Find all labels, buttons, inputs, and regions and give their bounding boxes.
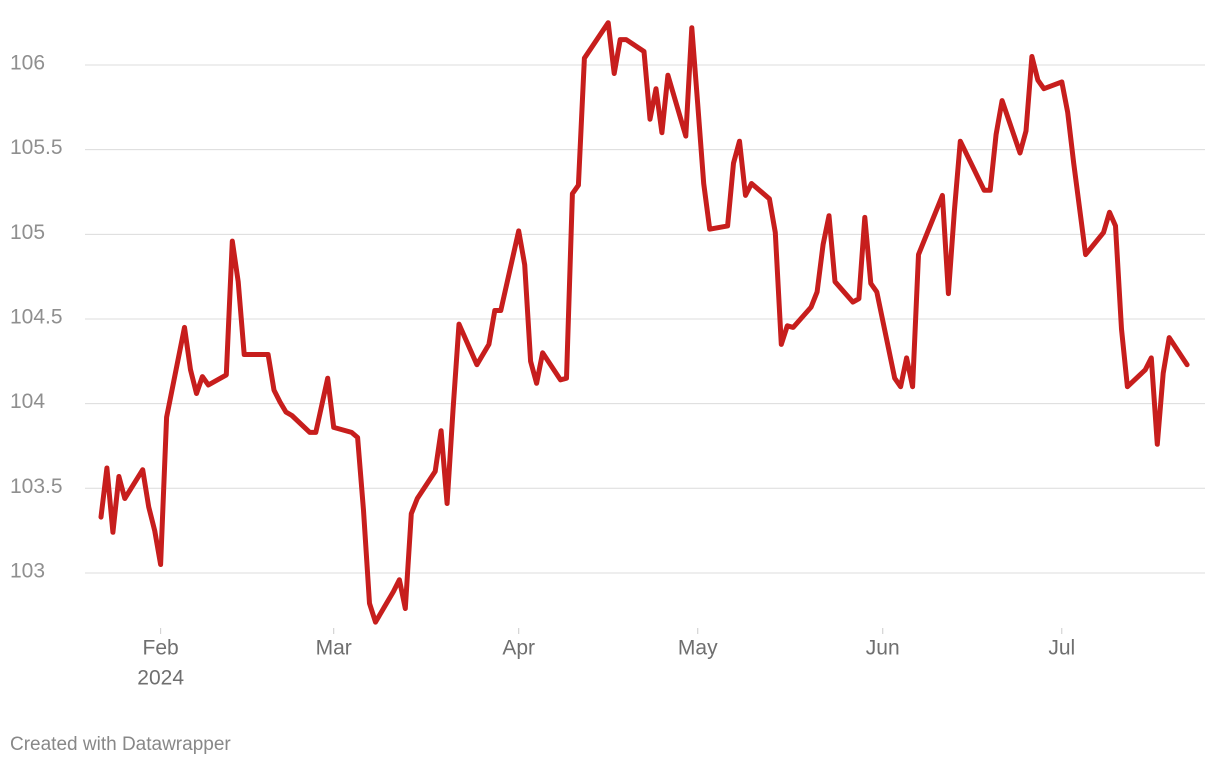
x-tick-label: Apr	[502, 637, 535, 660]
x-year-label: 2024	[137, 667, 184, 690]
y-tick-label: 103	[10, 560, 45, 583]
footer: Created with Datawrapper	[10, 734, 231, 755]
x-tick-label: Jun	[866, 637, 900, 660]
y-tick-label: 105	[10, 221, 45, 244]
y-tick-label: 104	[10, 390, 45, 413]
x-tick-label: Mar	[316, 637, 352, 660]
y-tick-label: 105.5	[10, 136, 63, 159]
x-tick-label: Feb	[143, 637, 179, 660]
y-tick-label: 104.5	[10, 306, 63, 329]
x-tick-label: Jul	[1048, 637, 1075, 660]
y-tick-label: 106	[10, 52, 45, 75]
x-tick-label: May	[678, 637, 718, 660]
y-tick-label: 103.5	[10, 475, 63, 498]
line	[98, 20, 1190, 625]
